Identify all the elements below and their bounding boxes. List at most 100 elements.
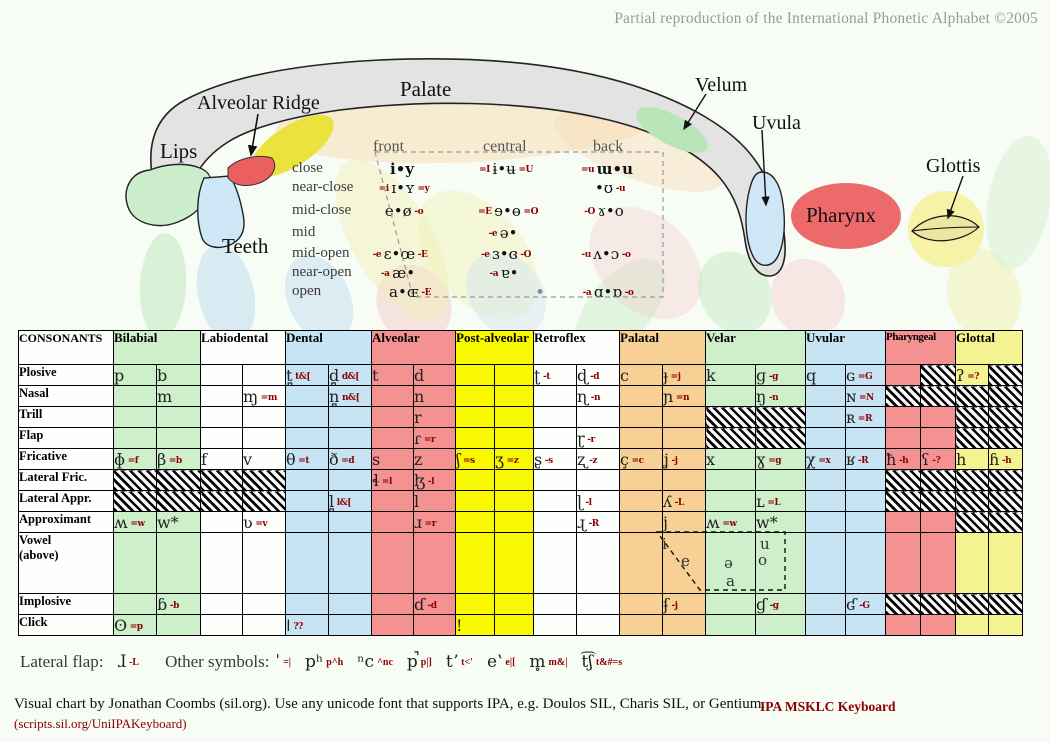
consonant-cell: ɭ -l xyxy=(576,490,620,512)
consonant-cell xyxy=(705,614,756,636)
other-symbol: p̚ xyxy=(406,652,418,672)
consonant-cell xyxy=(885,364,921,386)
consonant-cell: ɓ -b xyxy=(156,593,201,615)
manner-label: Flap xyxy=(18,427,114,449)
keystroke-hint: -t xyxy=(540,371,550,382)
consonant-cell: ʋ =v xyxy=(242,511,286,533)
credit-text: Visual chart by Jonathan Coombs (sil.org… xyxy=(14,696,766,712)
consonant-cell xyxy=(156,490,201,512)
ipa-symbol: ʀ xyxy=(846,407,856,427)
consonant-cell xyxy=(576,406,620,428)
consonant-cell xyxy=(705,593,756,615)
consonant-cell: f xyxy=(200,448,243,470)
keystroke-hint: -j xyxy=(668,600,678,611)
manner-label: Click xyxy=(18,614,114,636)
consonant-cell: n xyxy=(413,385,456,407)
place-header-uvular: Uvular xyxy=(805,330,886,365)
consonant-cell: v xyxy=(242,448,286,470)
consonant-cell xyxy=(885,593,921,615)
keystroke-hint: m&| xyxy=(548,657,568,668)
consonant-cell xyxy=(455,532,495,594)
ipa-vowel: i•y xyxy=(389,160,415,178)
consonant-cell xyxy=(619,427,663,449)
consonant-cell xyxy=(494,427,534,449)
consonant-cell xyxy=(533,532,577,594)
consonant-cell: b xyxy=(156,364,201,386)
keystroke-hint: -e xyxy=(488,229,500,239)
consonant-cell: d̪ d&[ xyxy=(328,364,372,386)
manner-label: Trill xyxy=(18,406,114,428)
chart-title: Partial reproduction of the Internationa… xyxy=(614,10,1038,27)
other-symbol: t͡ʃ xyxy=(581,652,593,672)
consonant-cell: w* xyxy=(156,511,201,533)
ipa-symbol: ħ xyxy=(886,449,897,469)
consonant-cell xyxy=(988,614,1023,636)
consonant-table: CONSONANTS Bilabial Labiodental Dental Alveo… xyxy=(18,330,1023,636)
ipa-symbol: s xyxy=(372,449,381,469)
consonant-cell xyxy=(156,469,201,491)
consonant-cell xyxy=(988,364,1023,386)
keystroke-hint: -E xyxy=(418,288,431,298)
ipa-symbol: ʍ xyxy=(706,512,720,532)
consonant-cell xyxy=(242,532,286,594)
ipa-symbol: ʛ xyxy=(846,594,857,614)
consonant-cell xyxy=(242,469,286,491)
manner-label: Implosive xyxy=(18,593,114,615)
keystroke-hint: -R xyxy=(855,455,869,466)
keystroke-hint: d&[ xyxy=(339,371,360,382)
keystroke-hint: =| xyxy=(283,657,292,668)
consonant-cell xyxy=(955,614,989,636)
consonant-cell xyxy=(705,427,756,449)
consonant-cell xyxy=(988,593,1023,615)
keyboard-link[interactable]: IPA MSKLC Keyboard xyxy=(760,699,896,714)
consonant-cell: ð =d xyxy=(328,448,372,470)
ipa-symbol: l xyxy=(414,491,420,511)
ipa-symbol: c xyxy=(620,365,629,385)
consonant-cell: ʂ -s xyxy=(533,448,577,470)
consonant-cell: χ =x xyxy=(805,448,846,470)
ipa-symbol: ʟ xyxy=(756,491,765,511)
ipa-vowel: ɐ• xyxy=(500,264,519,282)
place-header-labiodental: Labiodental xyxy=(200,330,286,365)
consonant-cell xyxy=(805,469,846,491)
consonant-cell xyxy=(242,364,286,386)
keystroke-hint: -a xyxy=(489,269,501,279)
consonant-cell xyxy=(200,593,243,615)
consonant-cell: β =b xyxy=(156,448,201,470)
consonant-cell xyxy=(955,406,989,428)
ipa-symbol: j xyxy=(663,512,668,532)
consonant-cell xyxy=(113,469,157,491)
consonant-cell xyxy=(920,593,956,615)
consonant-cell xyxy=(494,593,534,615)
consonant-cell xyxy=(328,511,372,533)
vowel-row-label: near-open xyxy=(292,264,352,280)
consonant-cell xyxy=(156,614,201,636)
consonant-cell xyxy=(413,614,456,636)
keystroke-hint: l&[ xyxy=(334,497,352,508)
keystroke-hint: -r xyxy=(584,434,595,445)
vowel-col-label: back xyxy=(593,138,624,155)
consonant-cell: ŋ -n xyxy=(755,385,806,407)
consonant-cell: ʘ =p xyxy=(113,614,157,636)
keystroke-hint: =w xyxy=(719,518,737,529)
consonant-cell xyxy=(955,490,989,512)
keyboard-url[interactable]: (scripts.sil.org/UniIPAKeyboard) xyxy=(14,716,187,731)
vowel-entry: =i ɪ•ʏ =y xyxy=(379,179,430,197)
ipa-symbol: ɮ xyxy=(414,470,426,490)
consonant-cell xyxy=(619,532,663,594)
vowel-entry: =u ɯ•u xyxy=(581,160,633,178)
consonant-cell xyxy=(371,490,414,512)
consonant-cell xyxy=(955,469,989,491)
ipa-symbol: ɢ xyxy=(846,365,856,385)
ipa-symbol: v xyxy=(243,449,253,469)
ipa-symbol: z xyxy=(414,449,423,469)
vowel-entry: i•y xyxy=(390,160,414,178)
consonant-cell xyxy=(662,427,706,449)
ipa-symbol: f xyxy=(201,449,207,469)
consonant-cell xyxy=(455,406,495,428)
vowel-col-label: central xyxy=(483,138,527,155)
consonant-cell: d xyxy=(413,364,456,386)
keystroke-hint: t&[ xyxy=(292,371,311,382)
consonant-cell: ʔ =? xyxy=(955,364,989,386)
consonant-cell: ʃ =s xyxy=(455,448,495,470)
